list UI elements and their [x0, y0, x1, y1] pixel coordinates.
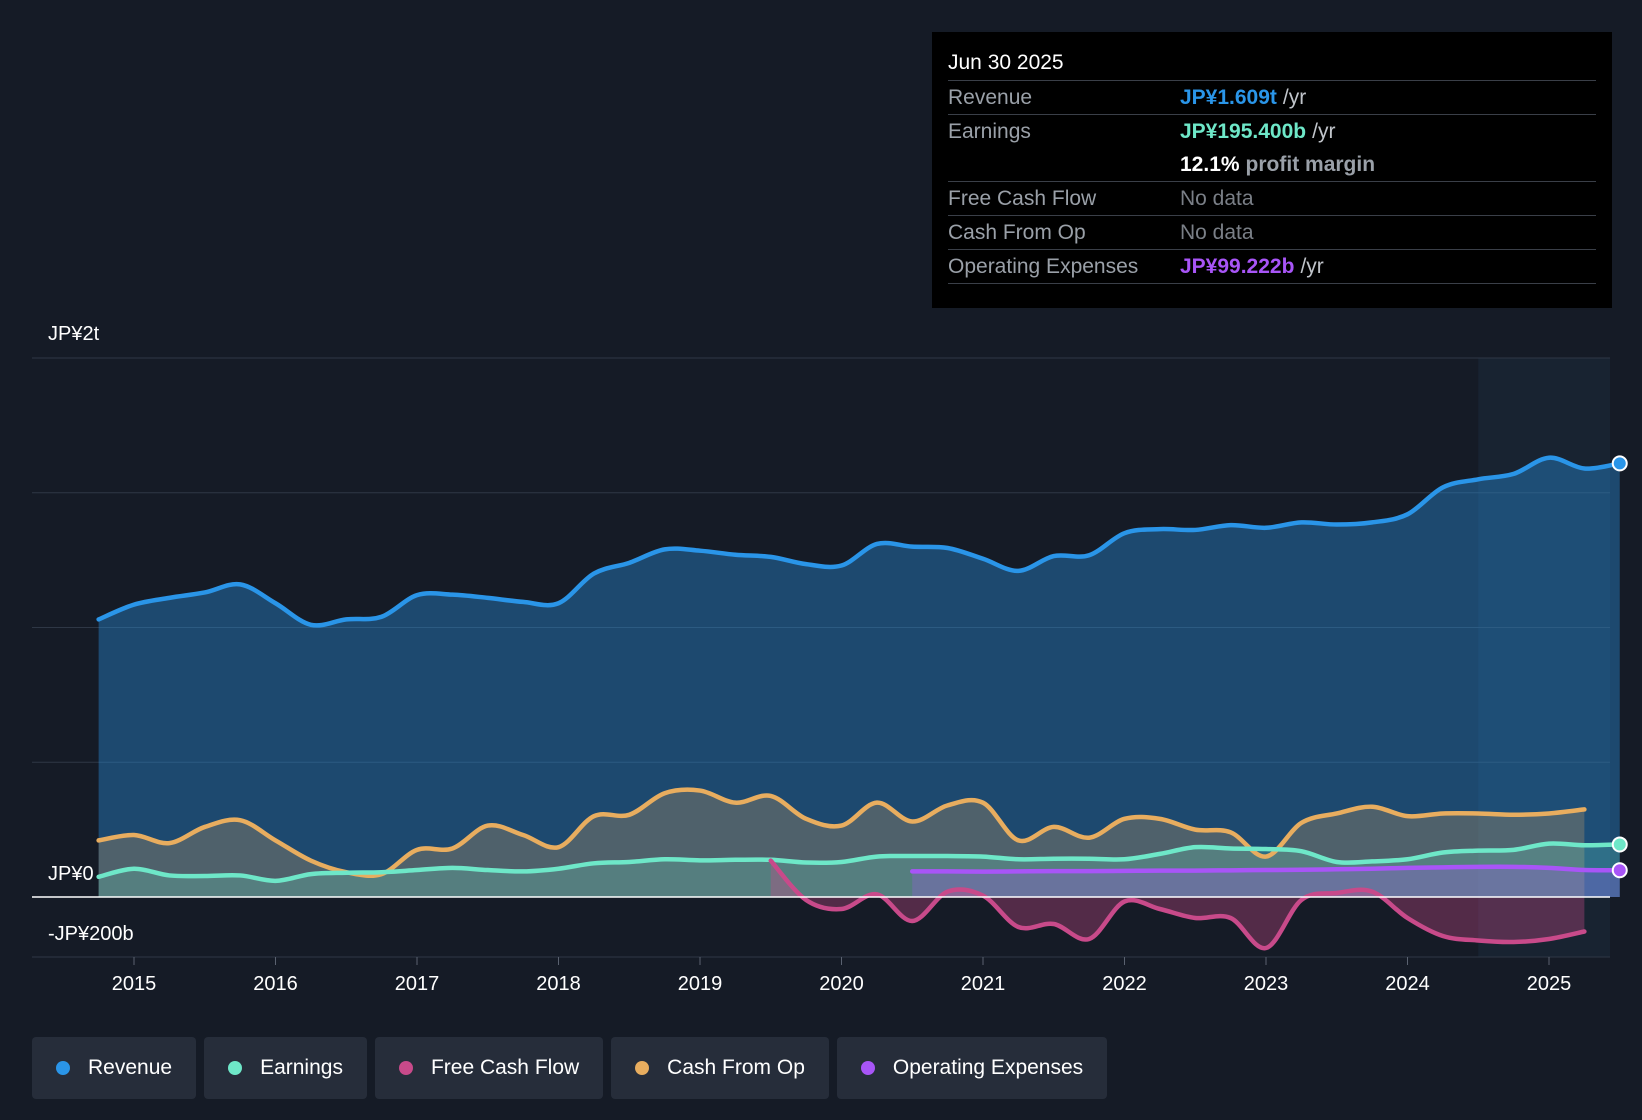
legend-dot-icon	[635, 1061, 650, 1075]
tooltip-row-revenue: Revenue JP¥1.609t /yr	[948, 81, 1596, 115]
tooltip-date: Jun 30 2025	[948, 46, 1596, 81]
revenue-endpoint	[1611, 455, 1628, 472]
tooltip-row-unit: /yr	[1282, 86, 1307, 109]
legend-label: Operating Expenses	[892, 1056, 1084, 1079]
revenue-line	[96, 455, 1622, 628]
tooltip-row-name: Operating Expenses	[948, 255, 1139, 278]
legend-item-revenue[interactable]: Revenue	[32, 1037, 197, 1099]
operating-expenses-area	[912, 866, 1620, 897]
tooltip-row-unit: profit margin	[1245, 153, 1376, 176]
legend-label: Revenue	[88, 1056, 173, 1079]
x-tick-label: 2023	[1244, 973, 1289, 995]
x-tick-label: 2024	[1385, 973, 1430, 995]
x-axis-ticks: 2015 2016 2017 2018 2019 2020 2021 2022 2023 2024…	[112, 957, 1572, 995]
series-lines	[96, 455, 1622, 951]
tooltip-row-operating-expenses: Operating Expenses JP¥99.222b /yr	[948, 250, 1596, 284]
tooltip-row-name: Earnings	[948, 120, 1031, 143]
tooltip-row-free-cash-flow: Free Cash Flow No data	[948, 182, 1596, 216]
tooltip-row-profit-margin: 12.1% profit margin	[948, 148, 1596, 182]
x-tick-label: 2016	[253, 973, 298, 995]
earnings-area	[98, 843, 1620, 897]
legend: Revenue Earnings Free Cash Flow Cash Fro…	[32, 1037, 1108, 1099]
x-tick-label: 2018	[536, 973, 581, 995]
tooltip-row-value: JP¥1.609t	[1180, 86, 1277, 109]
legend-label: Free Cash Flow	[430, 1056, 580, 1079]
tooltip-row-unit: /yr	[1312, 120, 1336, 143]
tooltip-row-value: JP¥195.400b	[1180, 120, 1307, 143]
earnings-line	[96, 841, 1622, 884]
legend-item-free-cash-flow[interactable]: Free Cash Flow	[374, 1037, 604, 1099]
y-axis-label-bottom: -JP¥200b	[48, 923, 134, 945]
x-tick-label: 2025	[1527, 973, 1572, 995]
tooltip-row-name: Free Cash Flow	[948, 187, 1097, 210]
legend-dot-icon	[228, 1061, 243, 1075]
gridlines	[32, 357, 1610, 958]
tooltip-row-name	[948, 148, 1180, 181]
x-tick-label: 2019	[678, 973, 723, 995]
y-axis-label-top: JP¥2t	[48, 323, 100, 345]
revenue-area	[98, 457, 1620, 897]
tooltip-row-unit: /yr	[1300, 255, 1324, 278]
x-tick-label: 2022	[1102, 973, 1147, 995]
tooltip-row-value: No data	[1180, 187, 1254, 210]
legend-dot-icon	[56, 1061, 70, 1075]
legend-dot-icon	[398, 1061, 413, 1075]
tooltip-row-name: Cash From Op	[948, 221, 1086, 244]
x-tick-label: 2017	[395, 973, 440, 995]
y-axis-label-zero: JP¥0	[48, 863, 94, 885]
legend-label: Earnings	[260, 1056, 343, 1079]
x-tick-label: 2015	[112, 973, 157, 995]
legend-item-cash-from-op[interactable]: Cash From Op	[611, 1037, 829, 1099]
operating-expenses-line	[910, 864, 1622, 874]
x-tick-label: 2021	[961, 973, 1006, 995]
tooltip-row-value: JP¥99.222b	[1180, 255, 1295, 278]
tooltip-row-name: Revenue	[948, 86, 1033, 109]
tooltip-row-cash-from-op: Cash From Op No data	[948, 216, 1596, 250]
x-tick-label: 2020	[819, 973, 864, 995]
tooltip-row-value: 12.1%	[1180, 153, 1240, 176]
tooltip-row-value: No data	[1180, 221, 1254, 244]
free-cash-flow-area	[770, 860, 1585, 949]
legend-label: Cash From Op	[667, 1056, 805, 1079]
series-endpoints	[1611, 455, 1628, 879]
tooltip-row-earnings: Earnings JP¥195.400b /yr	[948, 115, 1596, 148]
legend-item-operating-expenses[interactable]: Operating Expenses	[836, 1037, 1108, 1099]
tooltip-panel: Jun 30 2025 Revenue JP¥1.609t /yr Earnin…	[932, 32, 1612, 308]
earnings-endpoint	[1611, 836, 1628, 853]
operating-expenses-endpoint	[1611, 862, 1628, 879]
free-cash-flow-line	[768, 858, 1587, 951]
legend-item-earnings[interactable]: Earnings	[204, 1037, 367, 1099]
legend-dot-icon	[860, 1061, 875, 1075]
